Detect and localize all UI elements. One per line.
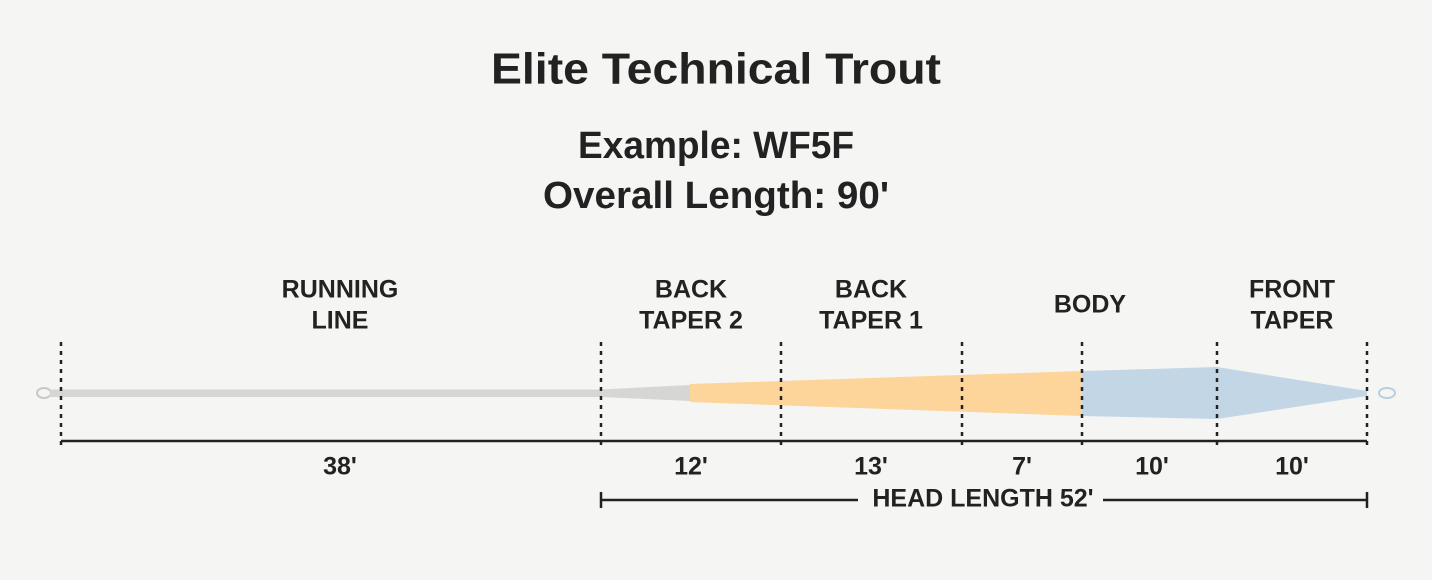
section-label: BACK xyxy=(835,276,907,304)
section-label: BODY xyxy=(1054,291,1127,319)
title: Elite Technical Trout xyxy=(491,45,941,94)
dividers xyxy=(59,342,1369,508)
fly-line xyxy=(36,367,1396,419)
example: Example: WF5F xyxy=(578,125,854,167)
head-length: HEAD LENGTH 52' xyxy=(872,485,1093,513)
length-label: 13' xyxy=(854,453,888,481)
length-label: 10' xyxy=(1135,453,1169,481)
running-line xyxy=(50,385,690,401)
section-label: TAPER 1 xyxy=(819,307,923,335)
section-label: RUNNING xyxy=(282,276,399,304)
length-label: 7' xyxy=(1012,453,1032,481)
body-front-taper xyxy=(1082,367,1367,419)
section-label: TAPER 2 xyxy=(639,307,743,335)
overall-length: Overall Length: 90' xyxy=(543,175,889,217)
section-label: BACK xyxy=(655,276,727,304)
length-label: 12' xyxy=(674,453,708,481)
section-label: TAPER xyxy=(1251,307,1334,335)
loop xyxy=(1378,387,1396,399)
back-taper xyxy=(690,371,1082,416)
length-label: 38' xyxy=(323,453,357,481)
section-label: FRONT xyxy=(1249,276,1335,304)
section-label: LINE xyxy=(312,307,369,335)
length-label: 10' xyxy=(1275,453,1309,481)
